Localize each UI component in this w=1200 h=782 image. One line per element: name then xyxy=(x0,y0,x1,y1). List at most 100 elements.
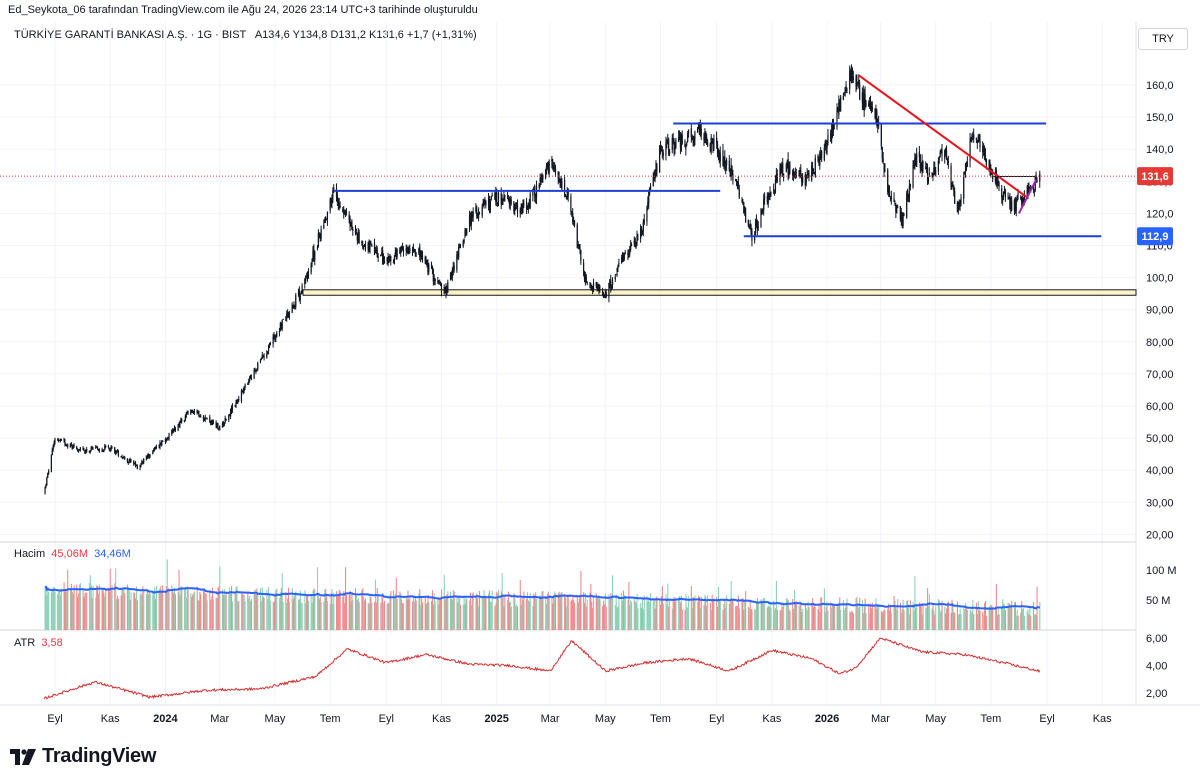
volume-bar-up xyxy=(748,608,750,630)
volume-bar-up xyxy=(819,612,821,630)
candle-body xyxy=(196,410,198,414)
candle-body xyxy=(407,250,409,252)
volume-bar-down xyxy=(903,610,905,630)
candle-body xyxy=(539,178,541,183)
volume-bar-up xyxy=(652,598,654,630)
volume-bar-down xyxy=(146,591,148,630)
volume-bar-down xyxy=(965,607,968,630)
volume-bar-down xyxy=(570,600,572,630)
candle-body xyxy=(674,147,676,150)
candle-body xyxy=(535,196,537,198)
volume-bar-up xyxy=(140,592,142,630)
candle-body xyxy=(510,199,512,204)
candle-body xyxy=(881,146,883,159)
volume-bar-up xyxy=(650,593,652,630)
candle-body xyxy=(272,336,274,345)
candle-body xyxy=(576,224,578,248)
candle-body xyxy=(298,290,300,299)
candle-body xyxy=(782,162,784,176)
volume-bar-up xyxy=(633,598,635,630)
volume-bar-down xyxy=(985,615,987,630)
candle-body xyxy=(179,421,181,428)
volume-bar-up xyxy=(997,606,999,630)
candle-body xyxy=(831,125,834,133)
candle-body xyxy=(655,162,657,177)
volume-bar-down xyxy=(589,592,591,630)
candle-body xyxy=(254,369,256,371)
volume-bar-up xyxy=(127,587,129,630)
volume-bar-up xyxy=(760,599,762,630)
volume-bar-down xyxy=(862,613,864,630)
volume-bar-up xyxy=(47,586,49,630)
candle-body xyxy=(762,211,764,213)
candle-body xyxy=(1003,191,1006,193)
candle-body xyxy=(875,111,877,117)
candle-body xyxy=(684,141,686,147)
candle-body xyxy=(551,159,553,162)
candle-body xyxy=(191,410,194,413)
volume-bar-down xyxy=(285,591,287,630)
tradingview-logo[interactable]: TradingView xyxy=(10,745,156,768)
volume-bar-up xyxy=(755,609,757,630)
volume-bar-up xyxy=(311,602,313,630)
candle-body xyxy=(1026,190,1028,194)
candle-body xyxy=(592,282,595,290)
candle-body xyxy=(129,459,131,463)
volume-bar-up xyxy=(462,604,464,630)
volume-bar-up xyxy=(793,590,796,630)
volume-bar-down xyxy=(901,609,903,630)
candle-body xyxy=(465,228,467,232)
candle-body xyxy=(725,159,728,166)
candle-body xyxy=(146,455,148,458)
candle-body xyxy=(686,143,688,145)
volume-bar-down xyxy=(567,594,569,630)
volume-bar-up xyxy=(145,594,148,630)
volume-bar-down xyxy=(519,580,521,630)
symbol-name[interactable]: TÜRKİYE GARANTİ BANKASI A.Ş. · 1G · BIST xyxy=(14,29,247,41)
candle-body xyxy=(694,132,696,140)
candle-body xyxy=(514,206,516,211)
volume-bar-up xyxy=(710,610,712,630)
volume-bar-up xyxy=(914,575,916,630)
volume-bar-down xyxy=(610,593,612,630)
candle-body xyxy=(901,213,903,226)
candle-body xyxy=(725,164,727,169)
volume-bar-down xyxy=(345,594,348,630)
volume-bar-up xyxy=(261,587,263,630)
candle-body xyxy=(843,92,845,94)
candle-body xyxy=(609,279,611,286)
volume-bar-down xyxy=(934,614,936,630)
candle-body xyxy=(887,169,889,192)
candle-body xyxy=(722,150,724,166)
volume-bar-down xyxy=(313,588,315,630)
candle-body xyxy=(920,165,922,170)
volume-bar-down xyxy=(899,602,901,630)
time-tick-label: Eyl xyxy=(47,713,62,725)
volume-bar-down xyxy=(602,606,604,630)
candle-body xyxy=(864,93,866,105)
volume-bar-up xyxy=(383,602,385,630)
candle-body xyxy=(825,142,827,148)
candle-body xyxy=(468,215,471,230)
volume-bar-down xyxy=(870,603,872,630)
candle-body xyxy=(627,253,629,255)
candle-body xyxy=(661,149,663,153)
candle-body xyxy=(86,449,88,452)
volume-bar-up xyxy=(452,590,454,630)
volume-bar-up xyxy=(386,604,388,630)
time-tick-label: Tem xyxy=(320,713,341,725)
volume-bar-down xyxy=(674,601,676,630)
candle-body xyxy=(513,201,515,212)
candle-body xyxy=(185,413,187,417)
candle-body xyxy=(656,164,658,172)
candle-body xyxy=(364,244,367,250)
volume-bar-down xyxy=(292,599,294,630)
candle-body xyxy=(705,131,707,141)
candle-body xyxy=(846,89,848,91)
candle-body xyxy=(475,207,477,211)
candle-body xyxy=(412,248,415,251)
candle-body xyxy=(830,130,833,143)
volume-bar-down xyxy=(280,587,282,630)
currency-button[interactable]: TRY xyxy=(1138,28,1188,50)
